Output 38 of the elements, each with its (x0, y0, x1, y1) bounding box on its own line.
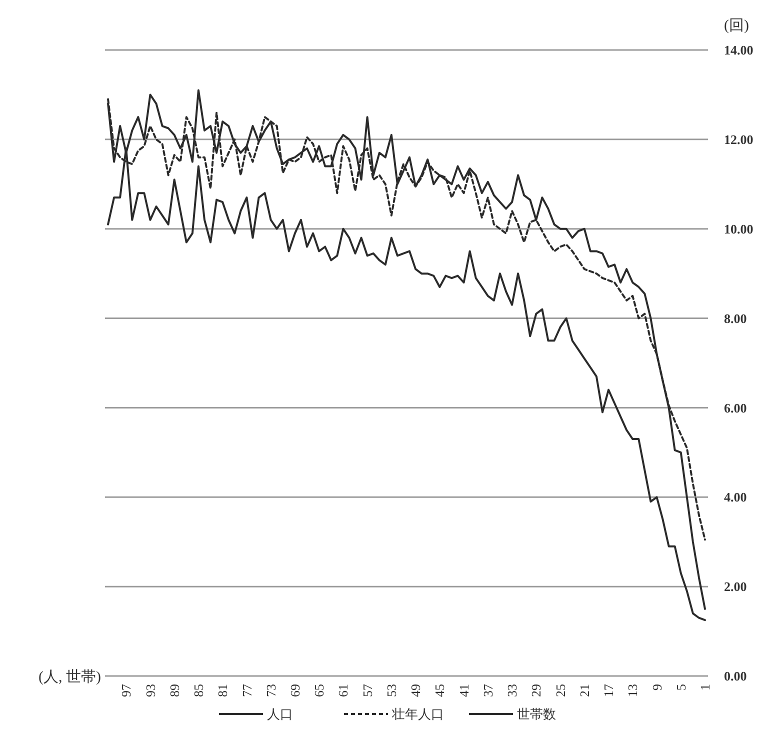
y-tick-label: 0.00 (724, 668, 747, 684)
x-tick-label: 77 (239, 684, 254, 697)
y-tick-label: 4.00 (724, 490, 747, 505)
x-tick-label: 45 (432, 684, 448, 697)
x-tick-label: 1 (698, 684, 713, 690)
x-tick-label: 13 (625, 684, 640, 697)
x-tick-label: 17 (601, 684, 616, 697)
legend-label: 壮年人口 (391, 706, 444, 722)
x-tick-label: 21 (576, 684, 592, 697)
y-tick-label: 12.00 (724, 132, 754, 147)
x-tick-label: 93 (142, 684, 158, 697)
x-axis-title: (人, 世帯) (38, 668, 101, 686)
x-tick-label: 41 (456, 684, 472, 697)
x-tick-label: 53 (384, 684, 399, 697)
x-tick-label: 49 (408, 684, 424, 697)
x-tick-label: 29 (528, 684, 544, 697)
x-tick-label: 85 (191, 684, 206, 697)
x-tick-label: 57 (360, 684, 375, 697)
x-tick-label: 33 (504, 684, 520, 697)
y-tick-label: 8.00 (724, 310, 747, 326)
x-tick-label: 5 (673, 684, 688, 690)
x-tick-label: 73 (263, 684, 278, 697)
x-tick-label: 89 (166, 684, 182, 697)
x-tick-label: 25 (552, 684, 568, 697)
legend-label: 世帯数 (517, 706, 556, 722)
legend-label: 人口 (267, 706, 293, 722)
y-axis-title: (回) (724, 18, 749, 34)
x-tick-label: 81 (215, 684, 230, 697)
x-tick-label: 97 (118, 684, 134, 697)
y-tick-label: 10.00 (724, 221, 754, 236)
x-tick-label: 65 (312, 684, 327, 697)
x-tick-label: 37 (480, 684, 496, 697)
x-tick-label: 9 (649, 684, 664, 690)
x-tick-label: 69 (287, 684, 302, 697)
y-tick-label: 14.00 (724, 42, 754, 58)
y-tick-label: 2.00 (724, 579, 747, 594)
x-tick-label: 61 (336, 684, 351, 697)
y-tick-label: 6.00 (724, 400, 747, 416)
